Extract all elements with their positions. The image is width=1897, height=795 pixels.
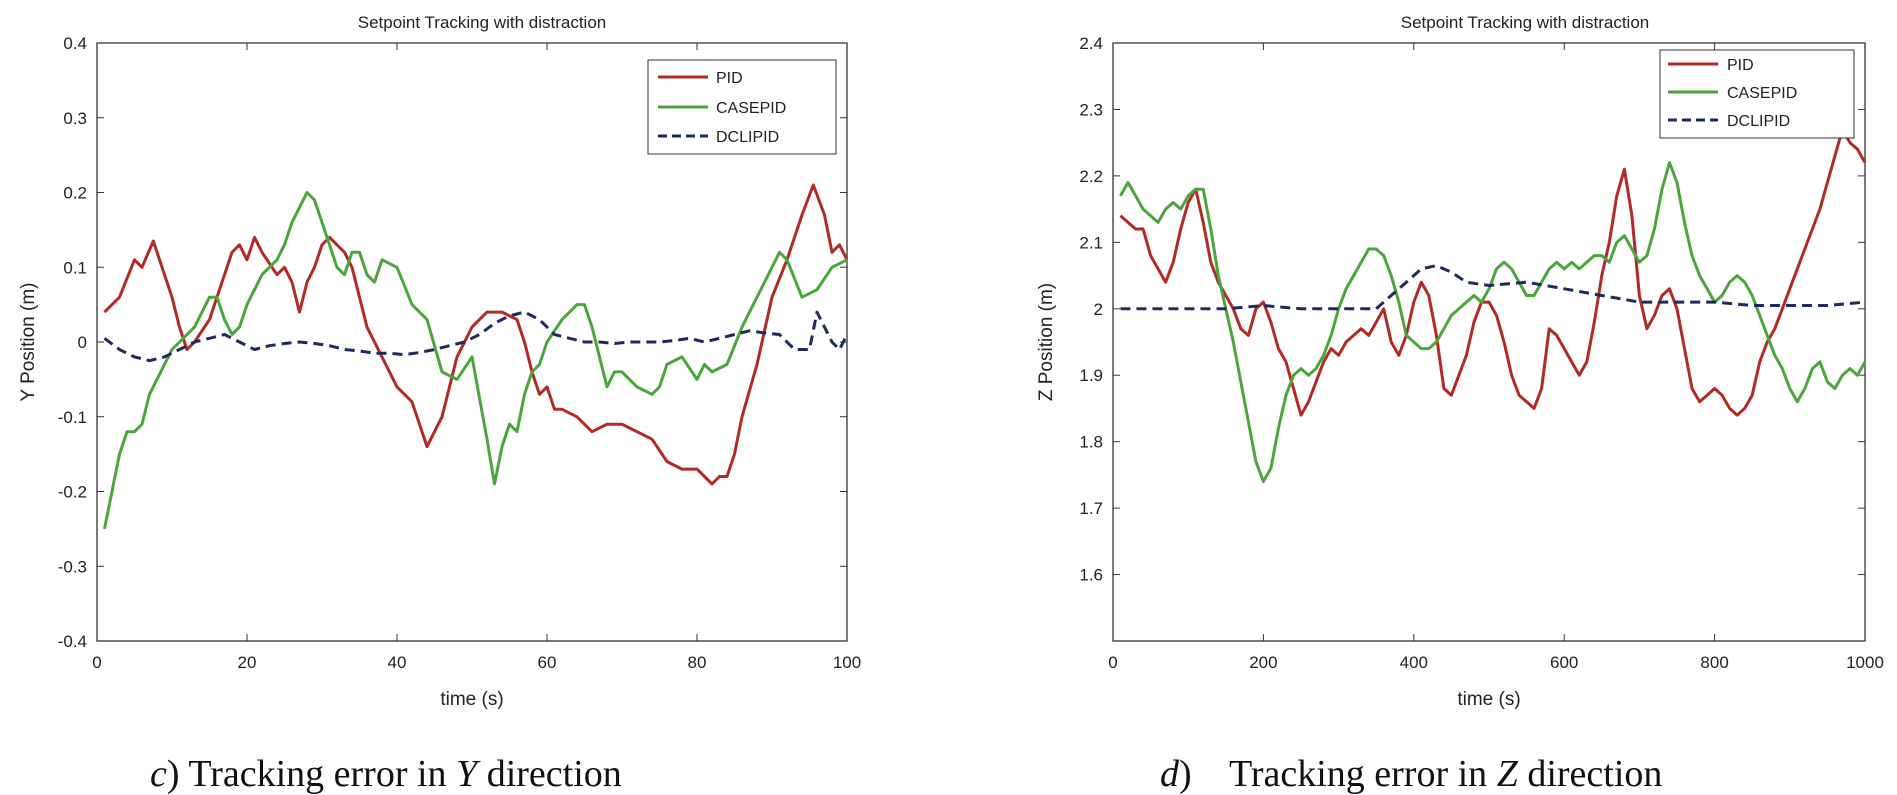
y-tick-label: -0.2	[58, 483, 87, 502]
y-tick-label: 0.3	[63, 109, 87, 128]
y-tick-label: 0.4	[63, 34, 87, 53]
x-tick-label: 100	[833, 653, 861, 672]
y-tick-label: -0.1	[58, 408, 87, 427]
legend: PID CASEPID DCLIPID	[647, 59, 837, 155]
x-tick-label: 600	[1550, 653, 1578, 672]
y-tick-label: 1.9	[1079, 366, 1103, 385]
x-tick-label: 60	[538, 653, 557, 672]
x-tick-label: 400	[1400, 653, 1428, 672]
axis-ticks	[1112, 42, 1866, 641]
series-line-pid	[103, 183, 849, 486]
series-line-dclipid	[1120, 264, 1866, 311]
x-tick-labels: 0 200 400 600 800 1000	[1108, 653, 1884, 672]
y-tick-label: 2.4	[1079, 34, 1103, 53]
legend-label-casepid: CASEPID	[716, 100, 786, 117]
x-tick-label: 0	[1108, 653, 1117, 672]
y-tick-labels: -0.4 -0.3 -0.2 -0.1 0 0.1 0.2 0.3 0.4	[58, 34, 87, 651]
legend-label-pid: PID	[1727, 57, 1754, 74]
x-tick-label: 800	[1700, 653, 1728, 672]
legend: PID CASEPID DCLIPID	[1659, 49, 1855, 139]
x-tick-labels: 0 20 40 60 80 100	[92, 653, 861, 672]
y-tick-label: 2.1	[1079, 233, 1103, 252]
series-lines	[103, 183, 849, 530]
x-tick-label: 200	[1249, 653, 1277, 672]
x-tick-label: 20	[238, 653, 257, 672]
y-tick-label: 2.3	[1079, 100, 1103, 119]
x-axis-label: time (s)	[1457, 689, 1520, 710]
y-tick-label: 1.6	[1079, 566, 1103, 585]
legend-label-casepid: CASEPID	[1727, 85, 1797, 102]
x-tick-label: 80	[688, 653, 707, 672]
series-lines	[1119, 127, 1867, 483]
y-tick-label: -0.3	[58, 557, 87, 576]
series-line-casepid	[103, 191, 848, 530]
y-axis-label: Y Position (m)	[18, 283, 39, 402]
y-tick-label: -0.4	[58, 632, 87, 651]
legend-label-dclipid: DCLIPID	[1727, 113, 1790, 130]
y-tick-label: 1.8	[1079, 433, 1103, 452]
y-tick-label: 0.2	[63, 184, 87, 203]
caption-c: c) Tracking error in Y direction	[150, 753, 622, 795]
x-tick-label: 1000	[1846, 653, 1884, 672]
series-line-pid	[1119, 127, 1867, 417]
caption-d: d) Tracking error in Z direction	[1160, 753, 1662, 795]
legend-label-dclipid: DCLIPID	[716, 129, 779, 146]
x-tick-label: 0	[92, 653, 101, 672]
chart-z-position: Setpoint Tracking with distraction 1.6 1…	[1036, 13, 1884, 710]
chart-title: Setpoint Tracking with distraction	[358, 13, 607, 32]
y-tick-label: 2.2	[1079, 167, 1103, 186]
plot-area	[1112, 42, 1866, 642]
legend-label-pid: PID	[716, 70, 743, 87]
chart-y-position: Setpoint Tracking with distraction -0.4 …	[18, 13, 861, 710]
y-tick-label: 0.1	[63, 258, 87, 277]
y-tick-label: 1.7	[1079, 499, 1103, 518]
y-tick-labels: 1.6 1.7 1.8 1.9 2 2.1 2.2 2.3 2.4	[1079, 34, 1103, 585]
series-line-casepid	[1119, 161, 1867, 483]
axis-ticks	[96, 42, 848, 642]
x-axis-label: time (s)	[440, 689, 503, 710]
chart-title: Setpoint Tracking with distraction	[1401, 13, 1650, 32]
y-tick-label: 0	[78, 333, 87, 352]
x-tick-label: 40	[388, 653, 407, 672]
y-axis-label: Z Position (m)	[1036, 283, 1057, 401]
y-tick-label: 2	[1094, 300, 1103, 319]
